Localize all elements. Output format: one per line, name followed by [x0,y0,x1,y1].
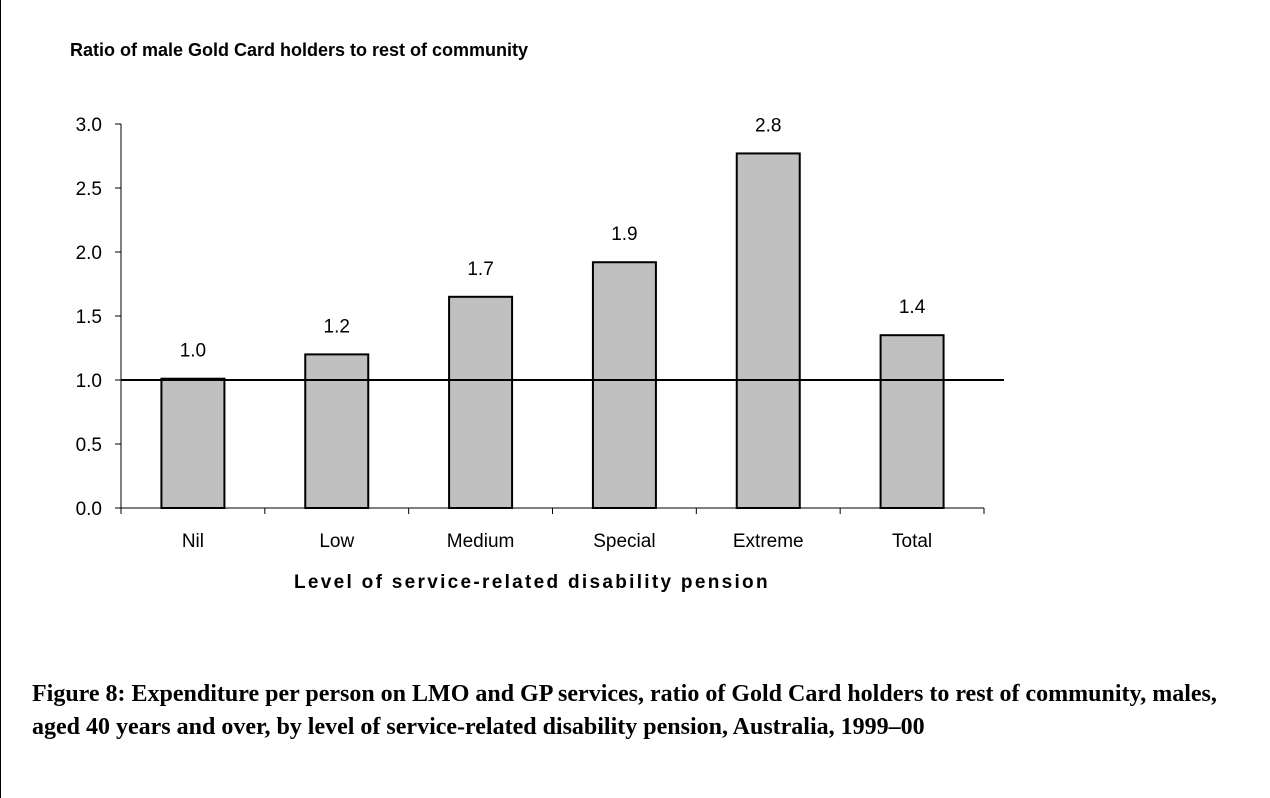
x-axis-label: Level of service-related disability pens… [294,572,770,593]
bars [160,152,945,510]
data-label: 1.2 [324,316,350,337]
x-axis [120,507,985,514]
data-label: 1.4 [899,297,926,318]
chart-title: Ratio of male Gold Card holders to rest … [70,40,529,60]
data-label: 2.8 [755,115,781,136]
y-axis: 0.0 0.5 1.0 1.5 2.0 2.5 3.0 [76,115,122,520]
category-label: Extreme [733,531,804,552]
y-tick-label: 1.5 [76,307,102,328]
y-tick-label: 3.0 [76,115,102,136]
page-border [0,0,1,798]
bar-special [591,261,657,509]
data-label: 1.9 [611,224,637,245]
figure-caption: Figure 8: Expenditure per person on LMO … [32,681,1217,740]
bar-total [879,334,945,510]
bar-extreme [735,152,801,509]
data-label: 1.7 [467,259,493,280]
category-label: Nil [182,531,204,552]
category-label: Special [593,531,655,552]
category-label: Low [319,531,354,552]
y-tick-label: 0.5 [76,435,102,456]
category-labels: Nil Low Medium Special Extreme Total [182,531,932,552]
bar-low [304,353,370,509]
bar-nil [160,377,226,509]
y-tick-label: 1.0 [76,371,102,392]
category-label: Total [892,531,932,552]
y-tick-label: 2.5 [76,179,102,200]
y-tick-label: 2.0 [76,243,102,264]
y-tick-label: 0.0 [76,499,102,520]
category-label: Medium [447,531,515,552]
data-label: 1.0 [180,341,206,362]
data-labels: 1.0 1.2 1.7 1.9 2.8 1.4 [180,115,926,361]
bar-medium [448,295,514,509]
